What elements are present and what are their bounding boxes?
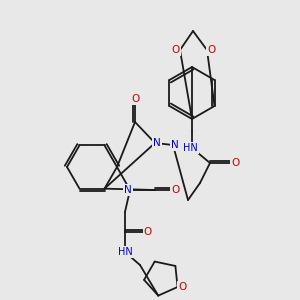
Text: O: O	[144, 227, 152, 237]
Text: O: O	[178, 282, 187, 292]
Text: N: N	[171, 140, 179, 150]
Text: N: N	[124, 185, 132, 195]
Text: O: O	[231, 158, 239, 168]
Text: O: O	[207, 45, 215, 55]
Text: O: O	[171, 185, 179, 195]
Text: HN: HN	[118, 247, 132, 257]
Text: O: O	[131, 94, 139, 104]
Text: O: O	[172, 45, 180, 55]
Text: N: N	[153, 138, 161, 148]
Text: HN: HN	[183, 143, 197, 153]
